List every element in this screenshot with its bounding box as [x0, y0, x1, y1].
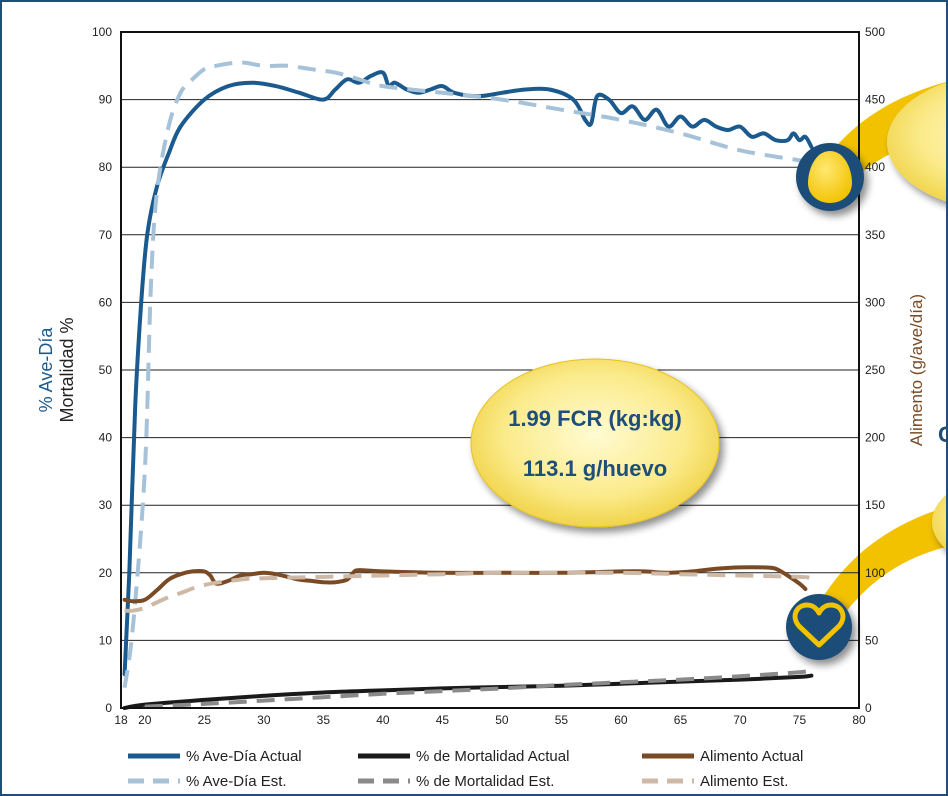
y-right-tick-100: 100	[865, 566, 885, 580]
legend-label-ave-dia-actual: % Ave-Día Actual	[186, 748, 302, 765]
mortality-callout-fragment: C	[938, 422, 946, 447]
y-right-tick-400: 400	[865, 160, 885, 174]
y-left-tick-20: 20	[99, 566, 113, 580]
series-alimento-est	[124, 570, 812, 613]
heart-stalk	[820, 507, 946, 617]
series-alimento-actual	[122, 565, 808, 604]
y-right-tick-350: 350	[865, 228, 885, 242]
legend-label-alimento-actual: Alimento Actual	[700, 748, 803, 765]
y-right-tick-200: 200	[865, 431, 885, 445]
mortality-callout-bubble	[932, 494, 946, 550]
x-tick-18: 18	[114, 713, 128, 727]
legend: % Ave-Día Actual % de Mortalidad Actual Al…	[128, 748, 803, 790]
y-left-tick-60: 60	[99, 295, 113, 309]
series-de-mortalidad-actual	[122, 673, 814, 710]
left-axis-ticks: 0 10 20 30 40 50 60 70 80 90 100	[92, 25, 112, 715]
y-left-tick-100: 100	[92, 25, 112, 39]
x-tick-25: 25	[198, 713, 212, 727]
y-left-label-2: Mortalidad %	[57, 317, 77, 422]
x-axis-ticks: 18 20 25 30 35 40 45 50 55 60 65 70 75 80	[114, 713, 866, 727]
x-tick-80: 80	[852, 713, 866, 727]
fcr-callout-line1: 1.99 FCR (kg:kg)	[508, 406, 682, 431]
y-right-tick-250: 250	[865, 363, 885, 377]
legend-label-alimento-est: Alimento Est.	[700, 773, 788, 790]
plot-area	[120, 31, 860, 709]
x-tick-70: 70	[733, 713, 747, 727]
x-tick-35: 35	[317, 713, 331, 727]
y-right-tick-500: 500	[865, 25, 885, 39]
x-tick-45: 45	[436, 713, 450, 727]
heart-icon	[786, 594, 852, 660]
legend-label-de-mortalidad-est: % de Mortalidad Est.	[416, 773, 554, 790]
y-right-tick-50: 50	[865, 633, 879, 647]
y-left-tick-40: 40	[99, 431, 113, 445]
y-left-tick-10: 10	[99, 633, 113, 647]
y-left-tick-70: 70	[99, 228, 113, 242]
series-de-mortalidad-est	[144, 668, 812, 709]
x-tick-20: 20	[138, 713, 152, 727]
y-right-label: Alimento (g/ave/día)	[907, 294, 926, 446]
egg-callout-bubble	[887, 82, 946, 202]
x-tick-65: 65	[674, 713, 688, 727]
egg-icon	[796, 143, 864, 211]
fcr-callout	[470, 358, 720, 528]
y-left-tick-90: 90	[99, 93, 113, 107]
x-tick-55: 55	[555, 713, 569, 727]
fcr-callout-bubble	[470, 358, 720, 528]
x-tick-40: 40	[376, 713, 390, 727]
legend-label-de-mortalidad-actual: % de Mortalidad Actual	[416, 748, 569, 765]
y-right-tick-450: 450	[865, 93, 885, 107]
series-ave-dia-actual	[122, 70, 814, 677]
fcr-callout-line2: 113.1 g/huevo	[523, 456, 667, 481]
x-tick-50: 50	[495, 713, 509, 727]
y-left-tick-50: 50	[99, 363, 113, 377]
y-right-tick-150: 150	[865, 498, 885, 512]
y-left-tick-80: 80	[99, 160, 113, 174]
legend-label-ave-dia-est: % Ave-Día Est.	[186, 773, 287, 790]
y-right-tick-300: 300	[865, 295, 885, 309]
y-left-label-1: % Ave-Día	[36, 327, 56, 413]
x-tick-60: 60	[614, 713, 628, 727]
y-left-tick-0: 0	[105, 701, 112, 715]
series-ave-dia-est	[122, 60, 813, 688]
x-tick-75: 75	[793, 713, 807, 727]
series-layer	[122, 60, 814, 710]
y-left-tick-30: 30	[99, 498, 113, 512]
right-axis-ticks: 0 50 100 150 200 250 300 350 400 450 500	[865, 25, 885, 715]
x-tick-30: 30	[257, 713, 271, 727]
y-right-tick-0: 0	[865, 701, 872, 715]
